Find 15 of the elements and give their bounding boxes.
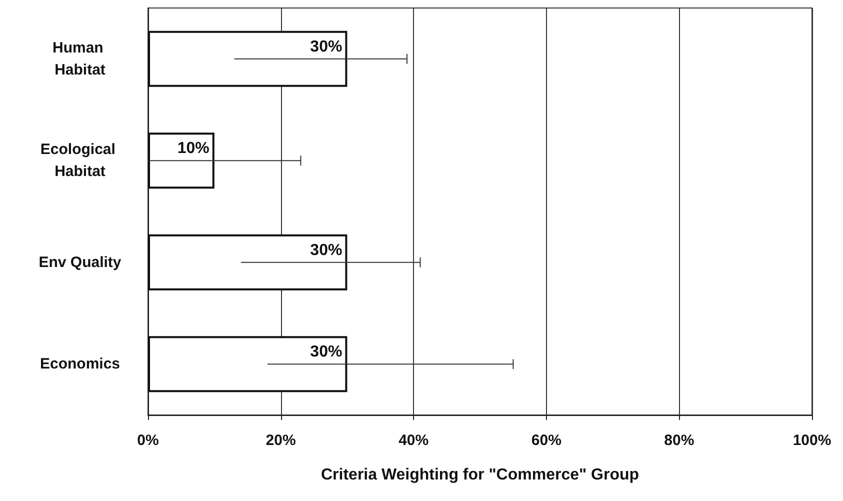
- y-tick-label: Env Quality: [38, 254, 122, 271]
- y-tick-label: Human Habitat: [52, 39, 108, 78]
- x-tick-label: 40%: [398, 432, 429, 449]
- x-axis-title: Criteria Weighting for "Commerce" Group: [320, 466, 640, 484]
- data-label: 10%: [177, 140, 210, 158]
- x-tick-label: 0%: [137, 432, 159, 449]
- x-tick-label: 60%: [531, 432, 562, 449]
- x-tick-label: 100%: [792, 432, 832, 449]
- data-label: 30%: [310, 242, 342, 259]
- y-tick-label: Ecological Habitat: [40, 141, 120, 180]
- x-tick-label: 80%: [664, 432, 694, 449]
- x-tick-label: 20%: [266, 432, 296, 449]
- y-tick-label: Economics: [40, 356, 120, 373]
- data-label: 30%: [310, 38, 342, 56]
- data-label: 30%: [310, 344, 342, 361]
